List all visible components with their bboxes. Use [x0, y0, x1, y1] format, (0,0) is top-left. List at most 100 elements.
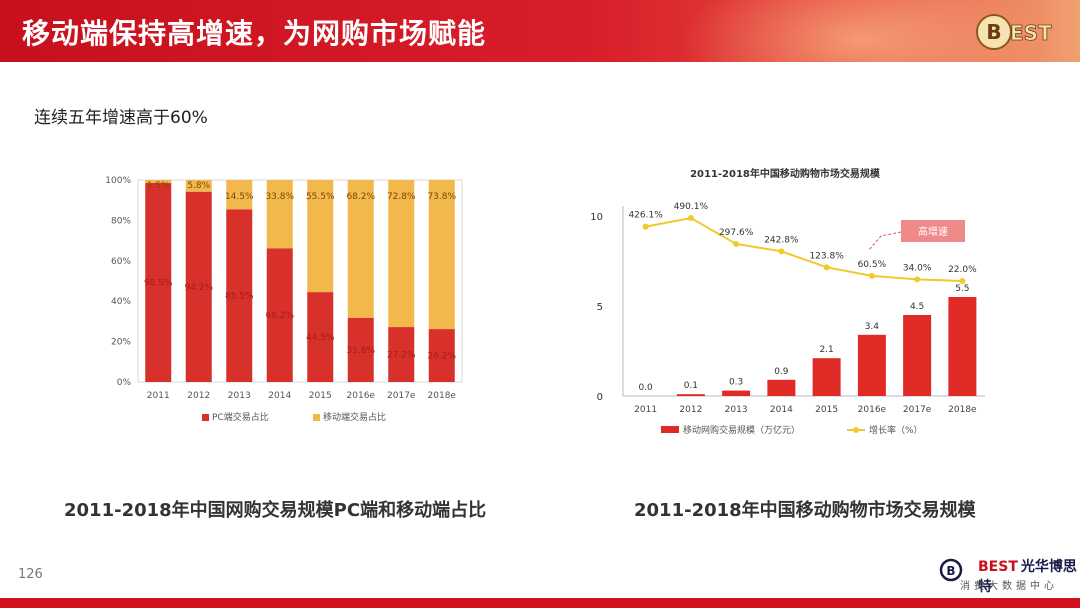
bar-pc [307, 292, 334, 382]
bar-data-label: 5.5 [955, 284, 969, 294]
x-tick-label: 2011 [634, 405, 657, 415]
bar-mobile [185, 180, 212, 192]
pc-data-label: 27.2% [387, 351, 416, 361]
pc-data-label: 31.8% [346, 346, 375, 356]
page-number: 126 [18, 567, 43, 582]
bar-pc [428, 329, 455, 382]
bar-data-label: 0.0 [638, 383, 653, 393]
footer-logo-icon: B [939, 558, 963, 582]
growth-line [645, 216, 963, 283]
growth-point [687, 215, 694, 222]
growth-point [823, 264, 830, 271]
page-title: 移动端保持高增速，为网购市场赋能 [22, 17, 487, 50]
bar-pc [266, 248, 293, 382]
annotation-label: 高增速 [918, 225, 948, 238]
growth-data-label: 242.8% [764, 235, 799, 245]
footer-logo-text: BEST [978, 559, 1018, 575]
section-subtitle: 连续五年增速高于60% [34, 108, 208, 128]
growth-point [733, 240, 740, 247]
growth-data-label: 123.8% [809, 251, 844, 261]
annotation-box [901, 220, 965, 242]
y-tick-label: 0 [597, 392, 603, 403]
growth-data-label: 297.6% [719, 228, 754, 238]
y-tick-label: 0% [117, 378, 132, 388]
bar-data-label: 0.3 [729, 378, 743, 388]
x-tick-label: 2013 [228, 391, 251, 401]
growth-data-label: 490.1% [674, 202, 709, 212]
header-bar: 移动端保持高增速，为网购市场赋能 B EST [0, 0, 1080, 62]
bar-mobile [388, 180, 415, 328]
y-tick-label: 100% [105, 176, 131, 186]
y-tick-label: 40% [111, 297, 131, 307]
pc-data-label: 98.5% [144, 279, 173, 289]
right-chart-caption: 2011-2018年中国移动购物市场交易规模 [634, 500, 976, 521]
x-tick-label: 2018e [428, 391, 457, 401]
growth-data-label: 60.5% [858, 260, 887, 270]
legend-swatch-bars [661, 426, 679, 433]
growth-data-label: 34.0% [903, 263, 932, 273]
bar-data-label: 0.9 [774, 367, 789, 377]
bar-mobile [307, 180, 334, 293]
bar-market-size [676, 394, 705, 396]
mobile-data-label: 5.8% [187, 181, 210, 191]
legend-label-mobile: 移动端交易占比 [323, 411, 386, 423]
bar-market-size [903, 315, 932, 396]
legend-label-bars: 移动网购交易规模（万亿元） [683, 424, 800, 436]
pc-data-label: 85.5% [225, 292, 254, 302]
bar-data-label: 3.4 [865, 322, 880, 332]
best-logo-icon: B EST [976, 14, 1052, 50]
bar-mobile [266, 180, 293, 249]
growth-point [642, 223, 649, 230]
legend-swatch-pc [202, 414, 209, 421]
bar-pc [185, 191, 212, 382]
x-tick-label: 2011 [147, 391, 170, 401]
bar-pc [226, 209, 253, 382]
pc-data-label: 94.2% [184, 283, 213, 293]
annotation-pointer [868, 231, 902, 251]
pc-data-label: 66.2% [265, 311, 294, 321]
plot-frame [137, 179, 463, 383]
growth-point [778, 248, 785, 255]
bar-market-size [948, 297, 977, 396]
x-tick-label: 2014 [268, 391, 291, 401]
pc-mobile-share-chart: 0% 20% 40% 60% 80% 100% 98.5% 1.5% 2011 94.2% 5.8%… [105, 176, 463, 423]
mobile-data-label: 1.5% [147, 181, 170, 191]
mobile-market-chart: 2011-2018年中国移动购物市场交易规模 0 5 10 0.0 2011 0.1 2012… [590, 167, 985, 436]
bar-data-label: 4.5 [910, 302, 924, 312]
bar-data-label: 0.1 [684, 381, 698, 391]
bar-mobile [428, 180, 455, 330]
left-chart-caption: 2011-2018年中国网购交易规模PC端和移动端占比 [64, 500, 487, 521]
bar-pc [145, 183, 172, 382]
bottom-bar [0, 598, 1080, 608]
mobile-data-label: 55.5% [306, 192, 335, 202]
legend-swatch-mobile [313, 414, 320, 421]
svg-text:EST: EST [1010, 21, 1052, 45]
bar-pc [388, 327, 415, 382]
bar-market-size [722, 390, 751, 396]
mobile-data-label: 68.2% [346, 192, 375, 202]
x-tick-label: 2017e [387, 391, 416, 401]
x-tick-label: 2012 [187, 391, 210, 401]
mobile-data-label: 72.8% [387, 192, 416, 202]
mobile-data-label: 73.8% [427, 192, 456, 202]
growth-point [914, 276, 921, 283]
pc-data-label: 44.5% [306, 333, 335, 343]
x-tick-label: 2014 [770, 405, 793, 415]
x-tick-label: 2016e [858, 405, 887, 415]
x-tick-label: 2013 [725, 405, 748, 415]
bar-mobile [347, 180, 374, 318]
bar-pc [347, 317, 374, 382]
x-tick-label: 2012 [679, 405, 702, 415]
growth-data-label: 22.0% [948, 265, 977, 275]
growth-data-label: 426.1% [628, 211, 663, 221]
mobile-data-label: 33.8% [265, 192, 294, 202]
pc-data-label: 26.2% [427, 352, 456, 362]
bar-market-size [767, 379, 796, 396]
bar-market-size [812, 358, 841, 396]
y-tick-label: 60% [111, 257, 131, 267]
x-tick-label: 2015 [309, 391, 332, 401]
growth-point [868, 272, 875, 279]
svg-text:B: B [946, 564, 955, 578]
y-tick-label: 20% [111, 338, 131, 348]
bar-mobile [145, 180, 172, 184]
